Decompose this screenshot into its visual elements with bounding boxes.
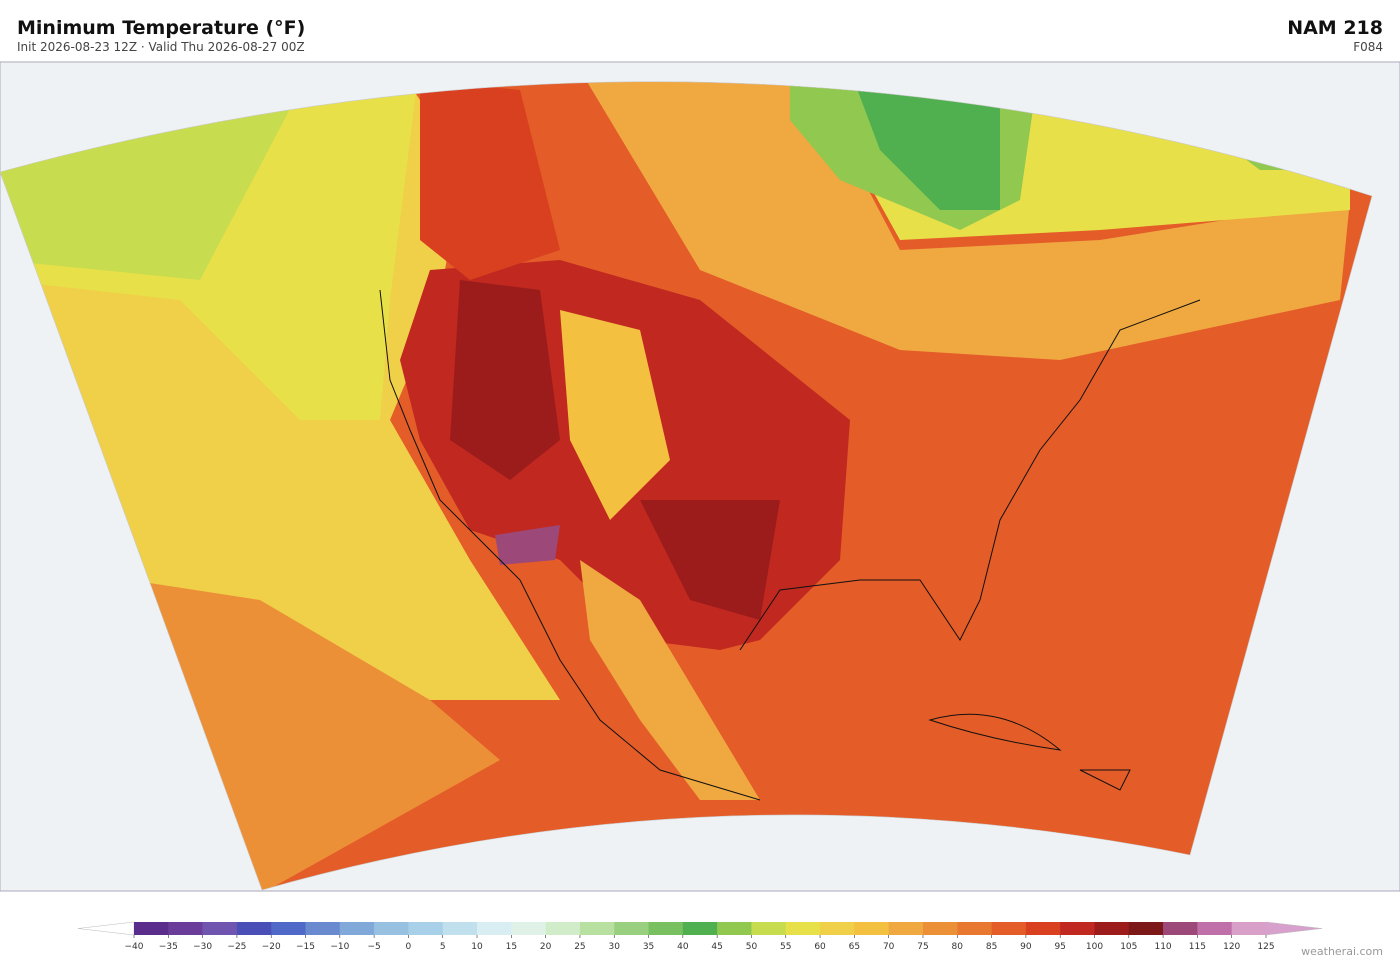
colorbar-tick-label: −30: [193, 942, 212, 952]
colorbar-tick-label: 105: [1120, 942, 1137, 952]
colorbar-tick-label: −5: [367, 942, 380, 952]
colorbar-tick-label: −35: [159, 942, 178, 952]
colorbar-segment: [1163, 922, 1198, 935]
colorbar-tick-label: 75: [917, 942, 928, 952]
colorbar-tick-label: −15: [296, 942, 315, 952]
colorbar-tick-label: 65: [849, 942, 860, 952]
colorbar-segment: [1094, 922, 1130, 935]
colorbar-segment: [408, 922, 444, 935]
forecast-hour: F084: [1353, 40, 1383, 54]
colorbar-tick-label: 85: [986, 942, 997, 952]
colorbar-segment: [785, 922, 821, 935]
colorbar-segment: [1060, 922, 1095, 935]
colorbar-segment: [682, 922, 718, 935]
colorbar-tick-label: 45: [711, 942, 722, 952]
subtitle: Init 2026-08-23 12Z · Valid Thu 2026-08-…: [17, 40, 305, 54]
colorbar-over: [1265, 921, 1323, 936]
colorbar-tick-label: 30: [609, 942, 621, 952]
colorbar-tick-label: 80: [952, 942, 964, 952]
colorbar-segment: [1231, 922, 1267, 935]
colorbar-tick-label: −25: [227, 942, 246, 952]
colorbar-segment: [202, 922, 238, 935]
colorbar-tick-label: 60: [814, 942, 826, 952]
colorbar-tick-label: 70: [883, 942, 895, 952]
colorbar-tick-label: 50: [746, 942, 758, 952]
colorbar-segment: [854, 922, 889, 935]
model: NAM 218: [1287, 17, 1383, 39]
colorbar-tick-label: 110: [1154, 942, 1171, 952]
colorbar-segment: [236, 922, 272, 935]
colorbar-segment: [579, 922, 615, 935]
colorbar-segment: [717, 922, 752, 935]
colorbar-tick-label: −40: [125, 942, 144, 952]
colorbar-segment: [339, 922, 375, 935]
colorbar-segment: [922, 922, 958, 935]
colorbar-tick-label: 90: [1020, 942, 1032, 952]
colorbar-segment: [305, 922, 341, 935]
colorbar-tick-label: 0: [406, 942, 412, 952]
colorbar-segment: [271, 922, 306, 935]
colorbar-segment: [134, 922, 169, 935]
colorbar-tick-label: 120: [1223, 942, 1240, 952]
colorbar-segment: [1197, 922, 1232, 935]
colorbar-segment: [991, 922, 1027, 935]
colorbar-segment: [751, 922, 787, 935]
colorbar-under: [77, 921, 135, 936]
colorbar-segment: [648, 922, 684, 935]
colorbar-tick-label: 55: [780, 942, 791, 952]
colorbar-segment: [168, 922, 203, 935]
colorbar-tick-label: 100: [1086, 942, 1103, 952]
colorbar-segment: [442, 922, 478, 935]
colorbar-segment: [477, 922, 512, 935]
colorbar-tick-label: 15: [506, 942, 517, 952]
colorbar-segment: [511, 922, 546, 935]
temperature-field: [0, 81, 1372, 891]
map: [0, 61, 1400, 892]
colorbar-segment: [820, 922, 855, 935]
colorbar: −40 −35 −30 −25 −20 −15 −10 −5 0 5 10 15 20 25 30 35 40 4…: [77, 921, 1323, 952]
colorbar-tick-label: 95: [1054, 942, 1065, 952]
colorbar-tick-label: −10: [330, 942, 349, 952]
colorbar-segment: [374, 922, 409, 935]
colorbar-tick-label: −20: [262, 942, 281, 952]
title: Minimum Temperature (°F): [17, 17, 305, 39]
colorbar-segment: [957, 922, 992, 935]
colorbar-segment: [888, 922, 924, 935]
colorbar-segment: [1128, 922, 1164, 935]
colorbar-tick-label: 125: [1257, 942, 1274, 952]
colorbar-tick-label: 115: [1189, 942, 1206, 952]
colorbar-tick-label: 20: [540, 942, 552, 952]
colorbar-tick-label: 35: [643, 942, 654, 952]
colorbar-segment: [614, 922, 649, 935]
colorbar-segment: [545, 922, 581, 935]
colorbar-tick-label: 5: [440, 942, 446, 952]
colorbar-tick-label: 10: [471, 942, 483, 952]
credit: weatherai.com: [1301, 945, 1383, 958]
colorbar-segment: [1025, 922, 1061, 935]
colorbar-tick-label: 40: [677, 942, 689, 952]
colorbar-tick-label: 25: [574, 942, 585, 952]
